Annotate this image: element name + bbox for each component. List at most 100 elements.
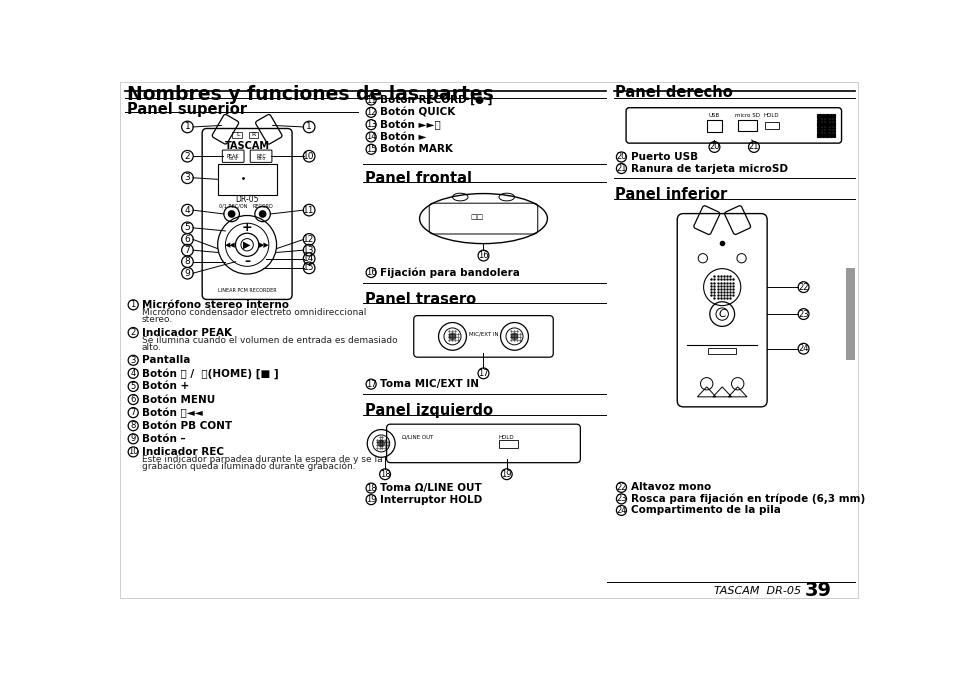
Text: Toma MIC/EXT IN: Toma MIC/EXT IN — [380, 379, 479, 389]
Text: TASCAM  DR-05: TASCAM DR-05 — [714, 586, 801, 596]
Text: R: R — [251, 132, 255, 137]
Text: REC: REC — [255, 153, 266, 159]
Text: 23: 23 — [616, 495, 626, 503]
Text: 19: 19 — [366, 495, 376, 504]
Text: 11: 11 — [303, 206, 314, 215]
Text: Botón ►: Botón ► — [380, 132, 427, 142]
Text: 1: 1 — [184, 122, 191, 131]
Text: 7: 7 — [184, 246, 191, 254]
Text: HOLD: HOLD — [498, 435, 514, 439]
Text: 15: 15 — [366, 145, 376, 154]
Text: Panel trasero: Panel trasero — [365, 291, 476, 307]
Text: 23: 23 — [798, 310, 808, 318]
Text: 00.0: 00.0 — [229, 157, 237, 162]
Text: Indicador PEAK: Indicador PEAK — [142, 328, 232, 338]
Bar — [764, 122, 778, 129]
Text: 00.0: 00.0 — [256, 157, 265, 162]
Text: Botón ⏮◄◄: Botón ⏮◄◄ — [142, 407, 202, 418]
Text: USB: USB — [708, 113, 720, 118]
Text: Botón MARK: Botón MARK — [380, 144, 453, 154]
Text: Se ilumina cuando el volumen de entrada es demasiado: Se ilumina cuando el volumen de entrada … — [142, 336, 397, 345]
Circle shape — [377, 439, 385, 448]
Text: +: + — [241, 221, 253, 234]
Text: 39: 39 — [804, 581, 831, 600]
Text: 3: 3 — [131, 356, 135, 365]
Text: Indicador REC: Indicador REC — [142, 447, 224, 457]
Circle shape — [228, 210, 235, 218]
Text: 17: 17 — [365, 380, 376, 388]
Text: 18: 18 — [365, 484, 376, 493]
Text: 3: 3 — [184, 173, 191, 182]
Text: Nombres y funciones de las partes: Nombres y funciones de las partes — [127, 85, 494, 104]
Text: Rosca para fijación en trípode (6,3 mm): Rosca para fijación en trípode (6,3 mm) — [630, 493, 864, 504]
Circle shape — [258, 210, 266, 218]
Text: PEAK: PEAK — [227, 153, 239, 159]
Text: 5: 5 — [131, 382, 135, 391]
Text: Botón MENU: Botón MENU — [142, 394, 214, 404]
Text: □□: □□ — [470, 214, 483, 220]
Text: 2: 2 — [131, 328, 135, 337]
Text: C: C — [718, 309, 725, 319]
Text: Ω/LINE OUT: Ω/LINE OUT — [402, 435, 433, 439]
Text: 12: 12 — [366, 108, 376, 117]
Text: 13: 13 — [303, 246, 314, 254]
Text: stereo.: stereo. — [142, 315, 172, 324]
Text: 16: 16 — [365, 268, 376, 277]
Text: 10: 10 — [128, 448, 138, 456]
Text: Puerto USB: Puerto USB — [630, 152, 698, 162]
Text: 13: 13 — [365, 120, 376, 129]
Text: Ranura de tarjeta microSD: Ranura de tarjeta microSD — [630, 164, 787, 174]
Text: Botón ⭘ /  ⏮(HOME) [■ ]: Botón ⭘ / ⏮(HOME) [■ ] — [142, 368, 278, 379]
Text: 15: 15 — [303, 263, 314, 273]
Bar — [738, 120, 757, 131]
Text: Altavoz mono: Altavoz mono — [630, 483, 710, 493]
Text: 10: 10 — [303, 151, 314, 161]
Text: 24: 24 — [616, 506, 626, 515]
Bar — [217, 164, 276, 194]
Text: Botón QUICK: Botón QUICK — [380, 107, 456, 117]
Text: DR-05: DR-05 — [235, 195, 258, 204]
Text: Compartimento de la pila: Compartimento de la pila — [630, 505, 780, 516]
Text: –: – — [244, 255, 250, 269]
Text: Micrófono condensador electreto omnidireccional: Micrófono condensador electreto omnidire… — [142, 308, 366, 317]
Text: 14: 14 — [366, 133, 376, 141]
Text: LINEAR PCM RECORDER: LINEAR PCM RECORDER — [217, 289, 276, 293]
Text: Botón PB CONT: Botón PB CONT — [142, 421, 232, 431]
Text: 19: 19 — [501, 470, 512, 479]
Text: Botón ►►⏭: Botón ►►⏭ — [380, 120, 440, 130]
Text: 9: 9 — [184, 269, 191, 278]
Text: 20: 20 — [708, 143, 719, 151]
Bar — [249, 132, 257, 138]
Text: 11: 11 — [366, 96, 376, 104]
Text: 4: 4 — [131, 369, 135, 378]
Text: Botón RECORD [● ]: Botón RECORD [● ] — [380, 95, 493, 106]
Bar — [845, 268, 855, 360]
Text: 6: 6 — [184, 235, 191, 244]
Text: MIC/EXT IN: MIC/EXT IN — [468, 332, 497, 336]
Text: 6: 6 — [131, 395, 135, 404]
Text: Panel derecho: Panel derecho — [615, 85, 732, 100]
Text: RECORD: RECORD — [252, 204, 273, 209]
Text: 22: 22 — [798, 283, 808, 291]
Bar — [706, 120, 721, 133]
Text: 7: 7 — [131, 408, 135, 417]
Text: ◀◀: ◀◀ — [225, 242, 235, 248]
Text: ▶▶: ▶▶ — [258, 242, 270, 248]
Text: Panel superior: Panel superior — [127, 102, 247, 117]
Text: ▶: ▶ — [243, 240, 251, 250]
Text: 21: 21 — [616, 164, 626, 173]
Text: Fijación para bandolera: Fijación para bandolera — [380, 267, 519, 278]
Text: 1: 1 — [306, 122, 312, 131]
Text: Este indicador parpadea durante la espera de y se la: Este indicador parpadea durante la esper… — [142, 455, 382, 464]
Text: Botón –: Botón – — [142, 434, 185, 444]
Text: 24: 24 — [798, 344, 808, 353]
Text: Toma Ω/LINE OUT: Toma Ω/LINE OUT — [380, 483, 481, 493]
Text: Panel izquierdo: Panel izquierdo — [365, 403, 493, 419]
Text: 9: 9 — [131, 434, 135, 444]
Bar — [233, 132, 241, 138]
Text: micro SD: micro SD — [735, 113, 760, 118]
Text: Interruptor HOLD: Interruptor HOLD — [380, 495, 482, 505]
Circle shape — [448, 332, 456, 341]
Text: 22: 22 — [616, 483, 626, 492]
Text: 8: 8 — [131, 421, 135, 430]
